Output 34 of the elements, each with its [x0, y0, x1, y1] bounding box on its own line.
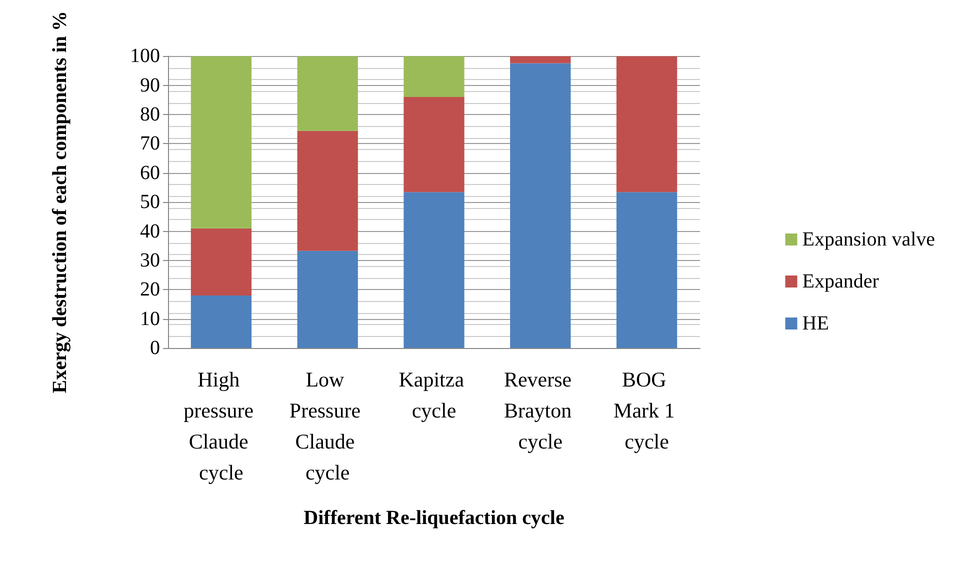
x-tick-label: BOG Mark 1 cycle — [614, 368, 680, 454]
bar — [404, 192, 464, 348]
bar — [190, 56, 252, 228]
bar — [297, 130, 358, 251]
bar — [190, 295, 252, 348]
x-tick-label: High pressure Claude cycle — [184, 368, 259, 484]
legend-label: Expander — [802, 270, 880, 292]
legend-label: Expansion valve — [802, 228, 936, 250]
y-tick-label: 80 — [140, 104, 160, 126]
bar — [616, 56, 678, 192]
x-tick-label: Low Pressure Claude cycle — [289, 368, 366, 484]
bar — [297, 250, 358, 348]
x-axis-title: Different Re-liquefaction cycle — [304, 507, 564, 529]
y-tick-label: 100 — [130, 45, 160, 68]
y-tick-label: 70 — [140, 132, 160, 155]
y-axis-title: Exergy destruction of each components in % — [49, 10, 71, 394]
bar — [616, 192, 678, 348]
x-tick-label: Reverse Brayton cycle — [504, 368, 577, 454]
y-tick-label: 0 — [150, 337, 160, 359]
bar — [297, 56, 358, 131]
y-tick-label: 60 — [140, 162, 160, 184]
y-tick-label: 40 — [140, 220, 160, 242]
y-tick-label: 30 — [140, 249, 160, 272]
bar — [510, 63, 571, 348]
y-tick-label: 20 — [140, 278, 160, 301]
y-tick-label: 10 — [140, 308, 160, 330]
bar — [404, 56, 464, 98]
y-tick-label: 90 — [140, 74, 160, 96]
y-tick-label: 50 — [140, 191, 160, 214]
x-tick-label: Kapitza cycle — [398, 368, 470, 422]
bar — [190, 228, 252, 296]
bar — [404, 97, 464, 192]
legend-label: HE — [802, 312, 829, 334]
bar — [510, 56, 571, 64]
